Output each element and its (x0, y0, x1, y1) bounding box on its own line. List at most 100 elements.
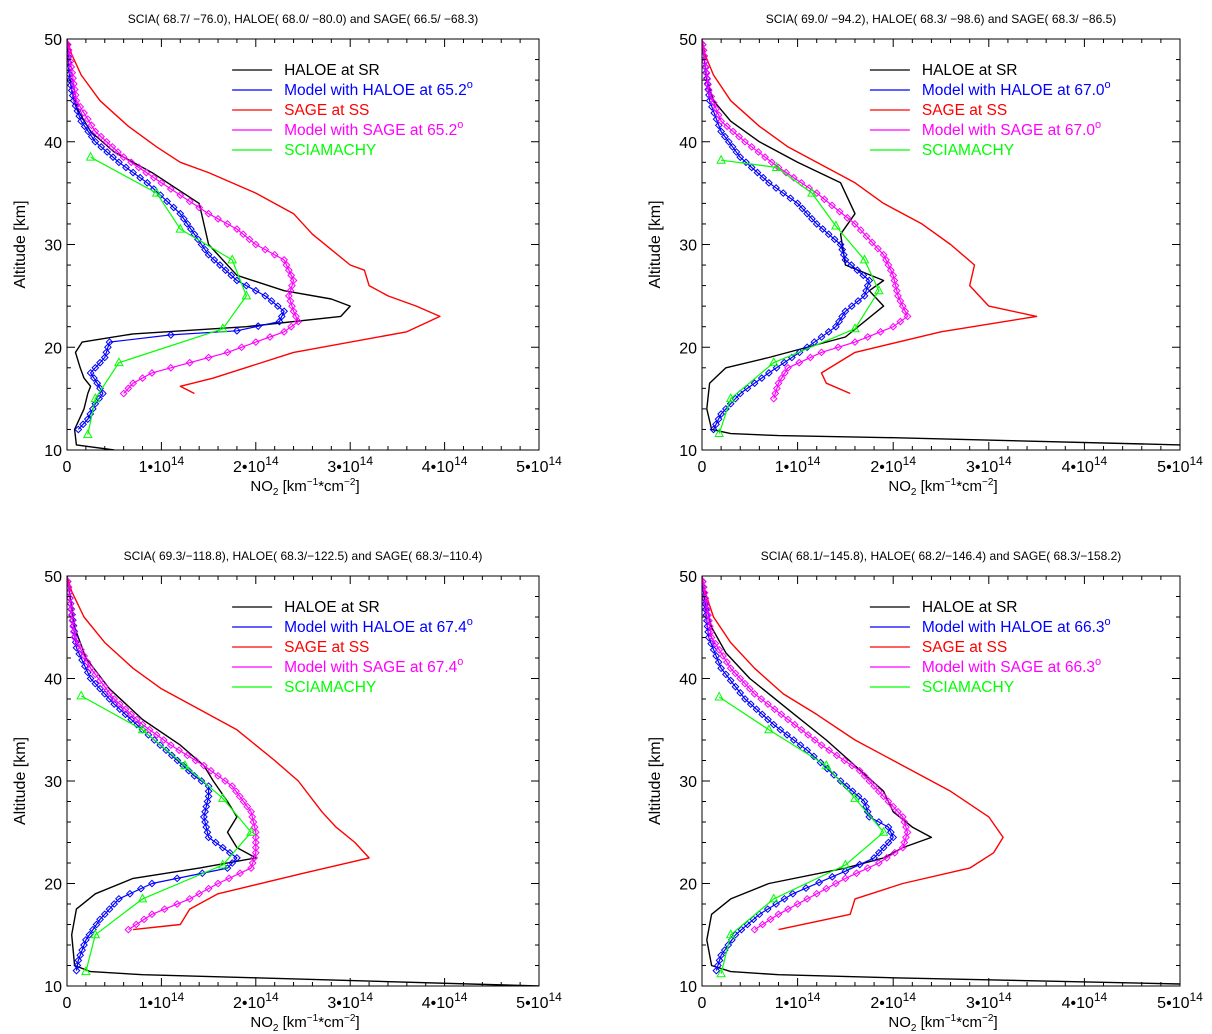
series-point (840, 756, 849, 765)
series-point (90, 393, 101, 403)
series-point (102, 137, 111, 146)
legend-label-degree: o (1105, 616, 1111, 628)
series-point (828, 872, 837, 881)
series-point (82, 429, 93, 439)
legend-label-degree: o (1095, 119, 1101, 131)
series-point (825, 746, 834, 755)
series-point (776, 725, 785, 734)
series-point (716, 968, 726, 978)
series-point (770, 705, 779, 714)
series-point (83, 658, 92, 667)
series-point (709, 425, 718, 434)
series-point (898, 302, 907, 311)
series-point (251, 848, 260, 857)
legend-label-degree: o (1095, 656, 1101, 668)
series-point (812, 889, 821, 898)
series-line-5 (80, 695, 252, 972)
series-point (239, 797, 248, 806)
series-point (68, 616, 77, 625)
series-point (884, 838, 893, 847)
series-point (185, 197, 194, 206)
series-point (97, 132, 105, 141)
series-point (901, 307, 910, 316)
series-point (233, 853, 241, 862)
series-point (114, 357, 124, 367)
series-point (185, 358, 194, 367)
series-point (831, 322, 840, 331)
series-point (143, 178, 152, 187)
series-point (284, 291, 293, 300)
series-point (137, 884, 145, 893)
series-line-2 (67, 576, 238, 971)
series-point (76, 690, 86, 700)
series-line-5 (718, 159, 880, 434)
series-point (76, 102, 85, 111)
series-point (86, 369, 95, 377)
series-point (889, 322, 898, 331)
series-point (750, 379, 759, 388)
series-point (248, 812, 257, 821)
series-point (714, 691, 725, 701)
series-point (77, 645, 85, 654)
plot-area (702, 39, 1180, 446)
series-point (71, 91, 80, 99)
series-point (719, 652, 727, 660)
series-point (735, 132, 743, 141)
series-point (173, 874, 182, 883)
plot-frame (66, 38, 540, 451)
series-point (821, 760, 832, 770)
series-point (879, 843, 888, 852)
series-point (764, 715, 772, 724)
series-point (186, 225, 195, 233)
series-point (772, 184, 780, 192)
series-point (822, 884, 831, 893)
series-point (266, 333, 274, 341)
series-point (889, 802, 898, 811)
series-point (809, 752, 818, 761)
series-point (115, 705, 124, 714)
series-point (702, 605, 710, 614)
series-point (856, 226, 865, 235)
series-point (874, 285, 884, 295)
series-point (769, 720, 778, 729)
legend-label: SCIAMACHY (284, 142, 376, 159)
series-point (851, 220, 859, 228)
series-point (808, 214, 816, 223)
series-point (793, 900, 802, 908)
series-point (706, 628, 715, 636)
series-point (102, 348, 111, 357)
series-point (217, 859, 228, 869)
series-point (132, 715, 141, 724)
series-point (127, 715, 136, 724)
series-point (217, 792, 228, 802)
x-tick-label: 4•1014 (1062, 990, 1108, 1012)
series-point (854, 297, 863, 305)
series-point (717, 127, 726, 136)
series-point (702, 63, 710, 72)
series-point (828, 201, 836, 210)
series-point (702, 588, 708, 597)
series-point (855, 860, 864, 869)
series-point (731, 394, 740, 403)
series-point (709, 645, 718, 654)
legend-label: Model with HALOE at 65.2o (284, 79, 473, 99)
series-point (851, 338, 859, 347)
series-point (214, 879, 222, 888)
y-tick-label: 30 (679, 238, 697, 255)
legend-label: Model with SAGE at 67.0o (922, 119, 1101, 139)
series-point (202, 823, 211, 832)
series-point (841, 867, 850, 876)
series-point (777, 374, 786, 382)
x-tick-label: 1•1014 (775, 990, 821, 1012)
series-point (900, 838, 909, 847)
series-point (68, 91, 77, 100)
series-point (86, 664, 95, 673)
series-point (103, 343, 112, 352)
series-point (789, 736, 798, 744)
series-point (115, 894, 123, 903)
series-point (67, 57, 75, 66)
series-point (712, 420, 720, 429)
series-point (277, 312, 286, 321)
y-tick-label: 50 (679, 569, 697, 586)
x-tick-label: 3•1014 (966, 990, 1012, 1012)
